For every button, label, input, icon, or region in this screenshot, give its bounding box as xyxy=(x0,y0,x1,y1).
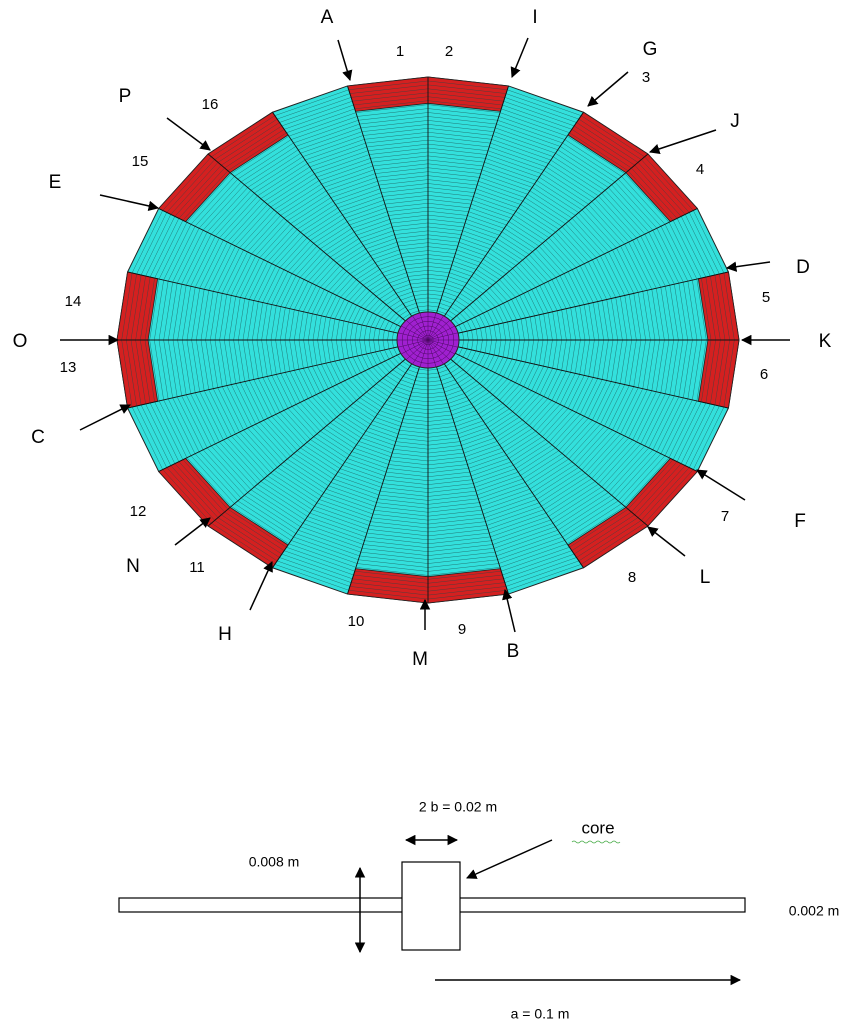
spoke xyxy=(427,339,584,569)
marker: D xyxy=(796,257,810,278)
segment-number: 9 xyxy=(458,621,466,638)
marker: I xyxy=(532,7,537,28)
spoke xyxy=(127,339,429,409)
marker: K xyxy=(819,331,832,352)
spoke xyxy=(427,339,698,472)
segment-number: 11 xyxy=(189,559,205,576)
spoke xyxy=(427,339,509,595)
marker: M xyxy=(412,649,428,670)
segment-number: 16 xyxy=(202,96,219,113)
spoke xyxy=(207,153,429,341)
spoke xyxy=(427,339,729,409)
dimension: 0.008 m xyxy=(249,854,300,870)
marker: A xyxy=(321,7,334,28)
marker: F xyxy=(794,511,806,532)
marker: H xyxy=(218,624,232,645)
segment-number: 13 xyxy=(60,359,77,376)
segment-number: 6 xyxy=(760,366,768,383)
marker: B xyxy=(507,641,520,662)
spoke xyxy=(158,208,429,341)
dimension: 2 b = 0.02 m xyxy=(419,799,497,815)
segment-number: 1 xyxy=(396,43,404,60)
spoke xyxy=(427,153,649,341)
dimension: a = 0.1 m xyxy=(511,1006,570,1022)
segment-number: 4 xyxy=(696,161,704,178)
spoke xyxy=(158,339,429,472)
segment-number: 5 xyxy=(762,289,770,306)
segment-number: 14 xyxy=(65,293,82,310)
spoke xyxy=(272,339,429,569)
spoke xyxy=(427,271,729,341)
marker: L xyxy=(700,567,711,588)
spoke xyxy=(127,271,429,341)
marker: P xyxy=(119,86,132,107)
spoke xyxy=(347,339,429,595)
marker: J xyxy=(730,111,740,132)
dimension: core xyxy=(581,818,614,837)
marker: G xyxy=(643,39,658,60)
segment-number: 10 xyxy=(348,613,365,630)
dimension: 0.002 m xyxy=(789,903,840,919)
marker: O xyxy=(13,331,28,352)
segment-labels: 1 2 3 4 5 6 7 8 9 10 11 12 13 14 15 16 xyxy=(60,43,771,638)
arrows xyxy=(60,37,790,633)
spoke xyxy=(427,208,698,341)
spoke xyxy=(427,85,509,341)
marker: E xyxy=(49,172,62,193)
segment-number: 3 xyxy=(642,69,650,86)
marker-labels: A I G P J E D O K C F N L H M B xyxy=(13,7,832,670)
segment-number: 8 xyxy=(628,569,636,586)
cross-section: 2 b = 0.02 m core 0.008 m 0.002 m a = 0.… xyxy=(118,799,840,1022)
core-block xyxy=(401,861,461,951)
segment-number: 7 xyxy=(721,508,729,525)
spoke xyxy=(207,339,429,527)
segment-number: 12 xyxy=(130,503,147,520)
marker: N xyxy=(126,556,140,577)
segment-number: 2 xyxy=(445,43,453,60)
spoke xyxy=(427,111,584,341)
spoke xyxy=(347,85,429,341)
spoke xyxy=(272,111,429,341)
core-mesh xyxy=(397,332,459,348)
mesh-wheel xyxy=(116,76,740,604)
marker: C xyxy=(31,427,45,448)
spoke xyxy=(427,339,649,527)
segment-number: 15 xyxy=(132,153,149,170)
